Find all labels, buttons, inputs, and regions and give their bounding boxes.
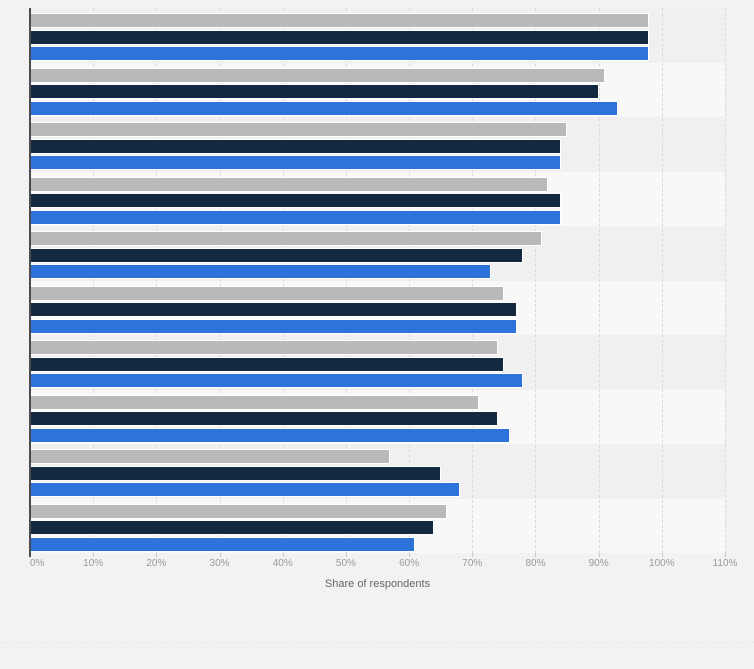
x-axis-tick-label-40%: 40% [272, 558, 293, 569]
bar-series-dark-navy-group1 [30, 29, 650, 45]
x-axis-tick-label-110%: 110% [712, 558, 738, 569]
x-axis-tick-label-60%: 60% [399, 558, 420, 569]
x-axis-tick-label-10%: 10% [83, 558, 104, 569]
gridline-110% [725, 8, 726, 553]
x-axis-tick-label-70%: 70% [462, 558, 483, 569]
x-axis-tick-label-50%: 50% [335, 558, 356, 569]
gridline-20% [156, 8, 158, 553]
gridline-100% [661, 8, 663, 553]
bar-series-blue-group10 [30, 536, 416, 552]
x-axis-tick-label-20%: 20% [146, 558, 167, 569]
bar-series-dark-navy-group6 [30, 302, 517, 317]
bar-series-gray-group8 [30, 394, 479, 410]
bar-series-blue-group5 [30, 264, 492, 279]
bar-series-blue-group7 [30, 373, 523, 388]
plot-area [30, 8, 726, 553]
bar-series-blue-group2 [30, 100, 618, 116]
bar-series-dark-navy-group9 [30, 465, 441, 481]
bar-series-blue-group8 [30, 427, 511, 443]
bar-series-dark-navy-group10 [30, 520, 435, 535]
bar-series-gray-group7 [30, 340, 498, 355]
bar-series-gray-group4 [30, 176, 549, 192]
x-axis-tick-100% [661, 553, 663, 557]
x-axis-tick-60% [409, 553, 411, 557]
gridline-30% [219, 8, 221, 553]
x-axis-tick-10% [93, 553, 95, 557]
gridline-60% [409, 8, 411, 553]
bar-series-gray-group10 [30, 503, 447, 519]
bar-series-gray-group6 [30, 285, 504, 301]
x-axis-tick-label-100%: 100% [649, 558, 675, 569]
x-axis-title: Share of respondents [324, 578, 431, 590]
gridline-10% [93, 8, 95, 553]
x-axis-tick-label-80%: 80% [525, 558, 546, 569]
x-axis-tick-50% [345, 553, 347, 557]
gridline-40% [282, 8, 284, 553]
x-axis-tick-label-0%: 0% [30, 558, 45, 569]
bar-series-dark-navy-group3 [30, 138, 561, 154]
x-axis-tick-label-30%: 30% [209, 558, 230, 569]
bar-series-dark-navy-group8 [30, 411, 498, 426]
gridline-50% [345, 8, 347, 553]
bar-series-blue-group6 [30, 318, 517, 334]
bar-series-dark-navy-group2 [30, 84, 599, 99]
gridline-70% [472, 8, 474, 553]
x-axis-tick-20% [156, 553, 158, 557]
bar-series-dark-navy-group4 [30, 193, 561, 208]
bar-series-gray-group9 [30, 449, 391, 464]
bar-series-gray-group2 [30, 67, 605, 83]
y-axis-line [29, 8, 31, 557]
bar-series-blue-group4 [30, 209, 561, 225]
bar-series-blue-group3 [30, 155, 561, 170]
bar-series-gray-group1 [30, 13, 650, 28]
x-axis-tick-30% [219, 553, 221, 557]
x-axis-tick-70% [472, 553, 474, 557]
bar-series-gray-group3 [30, 122, 568, 137]
gridline-90% [598, 8, 600, 553]
bar-series-dark-navy-group5 [30, 247, 523, 263]
x-axis-tick-label-90%: 90% [588, 558, 609, 569]
gridline-80% [535, 8, 537, 553]
bar-series-dark-navy-group7 [30, 356, 504, 372]
x-axis-tick-40% [282, 553, 284, 557]
x-axis-tick-110% [725, 553, 726, 557]
page-divider [0, 642, 754, 643]
x-axis-tick-90% [598, 553, 600, 557]
bar-series-blue-group1 [30, 46, 650, 61]
x-axis-tick-80% [535, 553, 537, 557]
bar-series-blue-group9 [30, 482, 460, 497]
bar-series-gray-group5 [30, 231, 542, 246]
